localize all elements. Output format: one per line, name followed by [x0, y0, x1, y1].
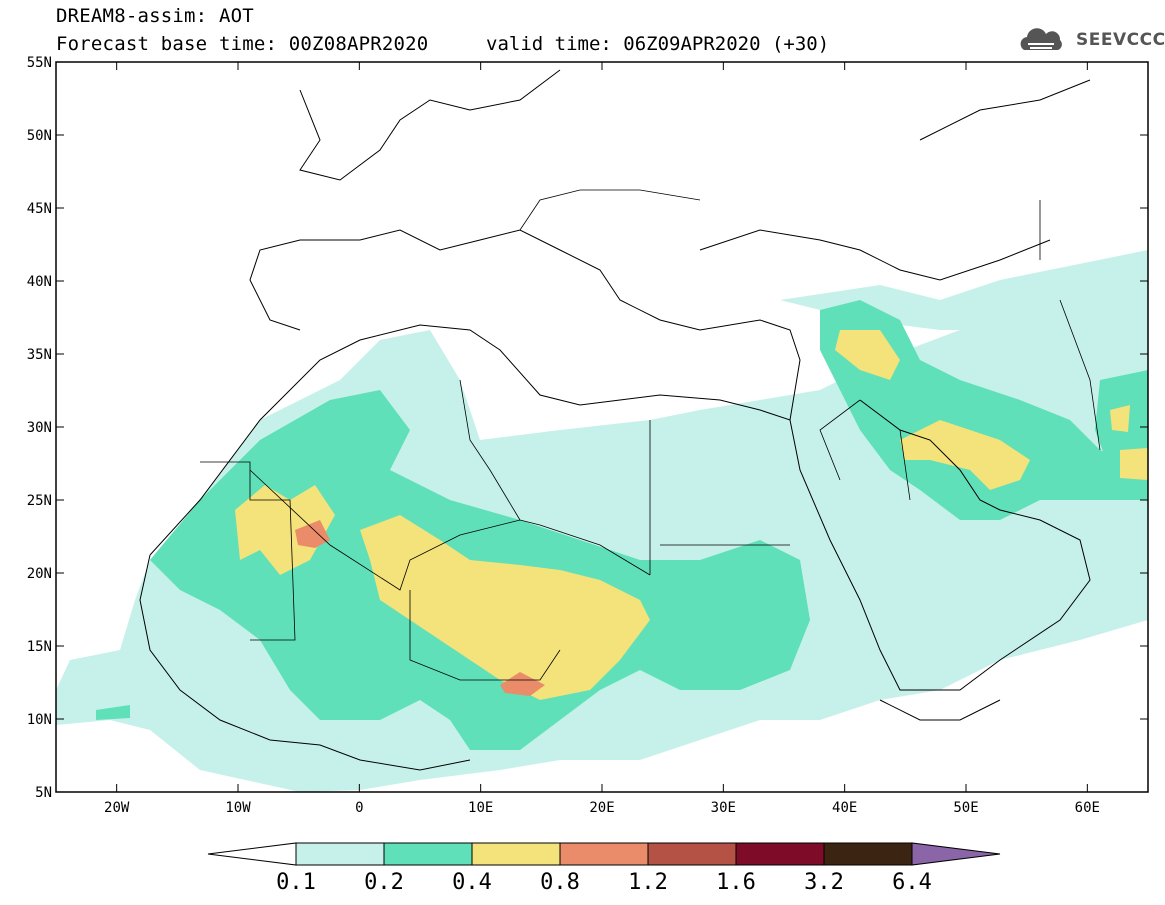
latitude-axis: 5N 10N 15N 20N 25N 30N 35N 40N 45N 50N 55N: [27, 55, 1148, 801]
colorbar-level-label: 0.2: [364, 870, 404, 895]
colorbar-level-label: 1.6: [716, 870, 756, 895]
lon-label: 50E: [953, 800, 978, 816]
lat-label: 10N: [27, 712, 52, 728]
lat-label: 55N: [27, 55, 52, 71]
coastlines: [139, 69, 1091, 771]
lat-label: 25N: [27, 493, 52, 509]
colorbar-level-label: 0.1: [276, 870, 316, 895]
lon-label: 20W: [104, 800, 130, 816]
forecast-base-time: Forecast base time: 00Z08APR2020: [56, 33, 429, 55]
lon-label: 0: [355, 800, 363, 816]
colorbar-level-label: 1.2: [628, 870, 668, 895]
lat-label: 20N: [27, 566, 52, 582]
colorbar-segment: [383, 842, 473, 866]
colorbar-segment: [823, 842, 913, 866]
lat-label: 40N: [27, 274, 52, 290]
aot-level-0.8: [295, 520, 545, 696]
colorbar-segment: [295, 842, 385, 866]
valid-time: valid time: 06Z09APR2020 (+30): [486, 33, 830, 55]
lat-label: 15N: [27, 639, 52, 655]
seevccc-cloud-logo-icon: [1020, 28, 1062, 50]
borders: [200, 189, 1101, 681]
colorbar-over-arrow: [911, 842, 1001, 866]
seevccc-logo-text: SEEVCCC: [1076, 30, 1165, 50]
colorbar-segment: [559, 842, 649, 866]
lon-label: 60E: [1075, 800, 1100, 816]
aot-level-0.4: [235, 330, 1148, 700]
lon-label: 30E: [711, 800, 736, 816]
lat-label: 30N: [27, 420, 52, 436]
lat-label: 5N: [35, 785, 52, 801]
lon-label: 10W: [225, 800, 251, 816]
colorbar-level-label: 0.4: [452, 870, 492, 895]
lat-label: 50N: [27, 128, 52, 144]
longitude-axis: 20W 10W 0 10E 20E 30E 40E 50E 60E: [104, 62, 1100, 816]
lon-label: 10E: [468, 800, 493, 816]
aot-field: [56, 250, 1148, 792]
colorbar-level-label: 3.2: [804, 870, 844, 895]
colorbar-segment: [647, 842, 737, 866]
colorbar-segment: [471, 842, 561, 866]
colorbar-level-label: 6.4: [892, 870, 932, 895]
colorbar-under-arrow: [207, 842, 297, 866]
lon-label: 40E: [832, 800, 857, 816]
colorbar-level-label: 0.8: [540, 870, 580, 895]
map-title: DREAM8-assim: AOT: [56, 5, 254, 27]
lon-label: 20E: [589, 800, 614, 816]
aot-colorbar-legend: 0.1 0.2 0.4 0.8 1.2 1.6 3.2 6.4: [207, 842, 1001, 895]
lat-label: 45N: [27, 201, 52, 217]
lat-label: 35N: [27, 347, 52, 363]
colorbar-segment: [735, 842, 825, 866]
